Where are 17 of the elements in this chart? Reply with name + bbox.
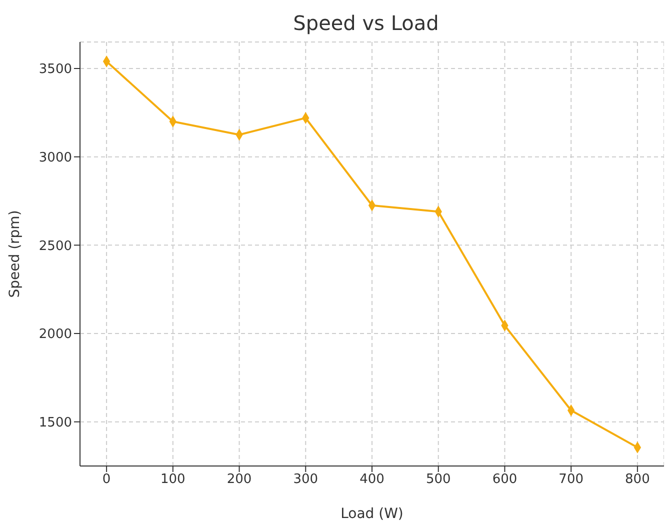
x-tick-label: 700 (558, 472, 584, 488)
y-axis-title: Speed (rpm) (6, 210, 23, 298)
x-tick-label: 100 (160, 472, 186, 488)
x-tick-label: 0 (102, 472, 111, 488)
x-tick-label: 500 (426, 472, 451, 488)
x-tick-label: 300 (293, 472, 318, 488)
x-tick-label: 200 (226, 472, 252, 488)
y-tick-label: 2000 (38, 327, 72, 342)
y-tick-label: 1500 (38, 415, 72, 430)
x-tick-label: 400 (360, 472, 384, 488)
x-tick-label: 800 (625, 472, 650, 488)
y-tick-label: 3000 (38, 150, 72, 166)
y-tick-label: 3500 (38, 62, 72, 78)
x-tick-label: 600 (492, 472, 518, 488)
chart-title: Speed vs Load (292, 10, 440, 37)
x-axis-title: Load (W) (340, 506, 404, 522)
y-tick-label: 2500 (38, 238, 72, 254)
